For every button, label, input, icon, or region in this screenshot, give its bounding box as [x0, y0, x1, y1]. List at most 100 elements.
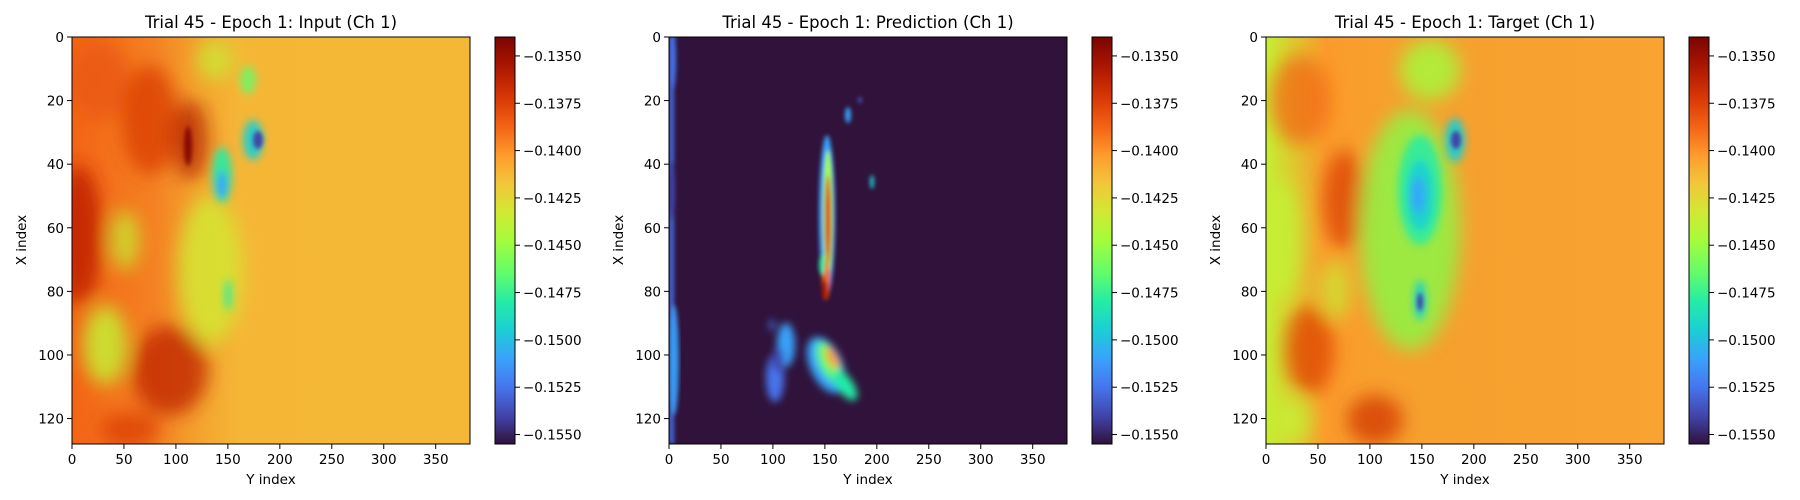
colorbar-tick-label: −0.1425: [523, 191, 582, 207]
x-tick-label: 350: [1020, 452, 1046, 468]
colorbar-tick-label: −0.1475: [523, 286, 582, 302]
x-tick-label: 50: [712, 452, 729, 468]
colorbar-tick-label: −0.1400: [1717, 144, 1776, 160]
colorbar-tick-label: −0.1375: [523, 96, 582, 112]
y-tick-label: 20: [644, 94, 661, 110]
y-tick-label: 40: [644, 157, 661, 173]
colorbar-ticks-prediction: −0.1350 −0.1375 −0.1400 −0.1425 −0.1450 −0.14…: [1112, 49, 1179, 444]
y-tick-label: 80: [1241, 284, 1258, 300]
colorbar-tick-label: −0.1350: [523, 49, 582, 65]
colorbar-ticks-input: −0.1350 −0.1375 −0.1400 −0.1425 −0.1450 −0.14…: [515, 49, 582, 444]
colorbar-tick-label: −0.1475: [1120, 286, 1179, 302]
x-tick-label: 250: [319, 452, 345, 468]
axes-frame-input: [71, 36, 471, 445]
panel-target: 0 50 100 150 200 250 300 350 0 20 40 60 80 100 120 Tr…: [1208, 13, 1776, 488]
colorbar-tick-label: −0.1425: [1717, 191, 1776, 207]
colorbar-tick-label: −0.1525: [523, 380, 582, 396]
y-ticks-target: 0 20 40 60 80 100 120: [1232, 30, 1266, 428]
colorbar-input: [494, 36, 516, 445]
x-tick-label: 50: [115, 452, 132, 468]
y-tick-label: 100: [635, 348, 661, 364]
colorbar-tick-label: −0.1550: [523, 428, 582, 444]
x-tick-label: 100: [1357, 452, 1383, 468]
y-tick-label: 80: [644, 284, 661, 300]
x-tick-label: 350: [1617, 452, 1643, 468]
y-tick-label: 0: [55, 30, 64, 46]
colorbar-prediction: [1091, 36, 1113, 445]
y-tick-label: 40: [47, 157, 64, 173]
y-tick-label: 100: [1232, 348, 1258, 364]
y-tick-label: 20: [1241, 94, 1258, 110]
y-tick-label: 120: [1232, 412, 1258, 428]
y-tick-label: 20: [47, 94, 64, 110]
y-tick-label: 120: [38, 412, 64, 428]
colorbar-tick-label: −0.1500: [523, 333, 582, 349]
x-tick-label: 300: [371, 452, 397, 468]
y-tick-label: 80: [47, 284, 64, 300]
x-tick-label: 200: [267, 452, 293, 468]
x-tick-label: 50: [1309, 452, 1326, 468]
axes-frame-target: [1265, 36, 1665, 445]
x-tick-label: 300: [1565, 452, 1591, 468]
y-ticks-input: 0 20 40 60 80 100 120: [38, 30, 72, 428]
y-tick-label: 40: [1241, 157, 1258, 173]
colorbar-tick-label: −0.1450: [1717, 238, 1776, 254]
heatmap-image-target: [1266, 37, 1664, 444]
colorbar-tick-label: −0.1500: [1120, 333, 1179, 349]
colorbar-tick-label: −0.1350: [1120, 49, 1179, 65]
x-axis-label-prediction: Y index: [842, 472, 892, 488]
heatmap-image-input: [72, 37, 470, 444]
x-axis-label-target: Y index: [1439, 472, 1489, 488]
colorbar-tick-label: −0.1525: [1717, 380, 1776, 396]
colorbar-tick-label: −0.1400: [1120, 144, 1179, 160]
x-tick-label: 250: [1513, 452, 1539, 468]
x-ticks-target: 0 50 100 150 200 250 300 350: [1262, 444, 1643, 468]
y-axis-label-target: X index: [1208, 215, 1224, 265]
y-tick-label: 60: [47, 221, 64, 237]
y-tick-label: 0: [652, 30, 661, 46]
y-axis-label-prediction: X index: [611, 215, 627, 265]
y-axis-label-input: X index: [14, 215, 30, 265]
x-tick-label: 100: [760, 452, 786, 468]
chart-title-target: Trial 45 - Epoch 1: Target (Ch 1): [1334, 13, 1595, 32]
colorbar-tick-label: −0.1525: [1120, 380, 1179, 396]
colorbar-tick-label: −0.1500: [1717, 333, 1776, 349]
x-tick-label: 150: [1409, 452, 1435, 468]
x-tick-label: 150: [215, 452, 241, 468]
colorbar-tick-label: −0.1425: [1120, 191, 1179, 207]
x-tick-label: 100: [163, 452, 189, 468]
x-ticks-input: 0 50 100 150 200 250 300 350: [68, 444, 449, 468]
colorbar-tick-label: −0.1550: [1717, 428, 1776, 444]
colorbar-tick-label: −0.1475: [1717, 286, 1776, 302]
y-tick-label: 0: [1249, 30, 1258, 46]
x-tick-label: 300: [968, 452, 994, 468]
x-tick-label: 0: [68, 452, 77, 468]
y-tick-label: 60: [644, 221, 661, 237]
x-tick-label: 250: [916, 452, 942, 468]
x-ticks-prediction: 0 50 100 150 200 250 300 350: [665, 444, 1046, 468]
x-tick-label: 200: [1461, 452, 1487, 468]
chart-title-prediction: Trial 45 - Epoch 1: Prediction (Ch 1): [721, 13, 1013, 32]
x-axis-label-input: Y index: [245, 472, 295, 488]
y-tick-label: 60: [1241, 221, 1258, 237]
colorbar-tick-label: −0.1450: [523, 238, 582, 254]
heatmap-image-prediction: [669, 37, 1067, 444]
colorbar-tick-label: −0.1450: [1120, 238, 1179, 254]
x-tick-label: 0: [1262, 452, 1271, 468]
y-tick-label: 120: [635, 412, 661, 428]
x-tick-label: 350: [423, 452, 449, 468]
panel-input: 0 50 100 150 200 250 300 350 0 20 40 60 80 100 120 Tr…: [14, 13, 582, 488]
x-tick-label: 0: [665, 452, 674, 468]
x-tick-label: 150: [812, 452, 838, 468]
colorbar-tick-label: −0.1550: [1120, 428, 1179, 444]
y-tick-label: 100: [38, 348, 64, 364]
y-ticks-prediction: 0 20 40 60 80 100 120: [635, 30, 669, 428]
panel-prediction: 0 50 100 150 200 250 300 350 0 20 40 60 80 100 120 Tr…: [611, 13, 1179, 488]
colorbar-target: [1688, 36, 1710, 445]
chart-title-input: Trial 45 - Epoch 1: Input (Ch 1): [144, 13, 397, 32]
colorbar-tick-label: −0.1375: [1717, 96, 1776, 112]
axes-frame-prediction: [668, 36, 1068, 445]
colorbar-tick-label: −0.1350: [1717, 49, 1776, 65]
colorbar-ticks-target: −0.1350 −0.1375 −0.1400 −0.1425 −0.1450 −0.14…: [1709, 49, 1776, 444]
colorbar-tick-label: −0.1400: [523, 144, 582, 160]
